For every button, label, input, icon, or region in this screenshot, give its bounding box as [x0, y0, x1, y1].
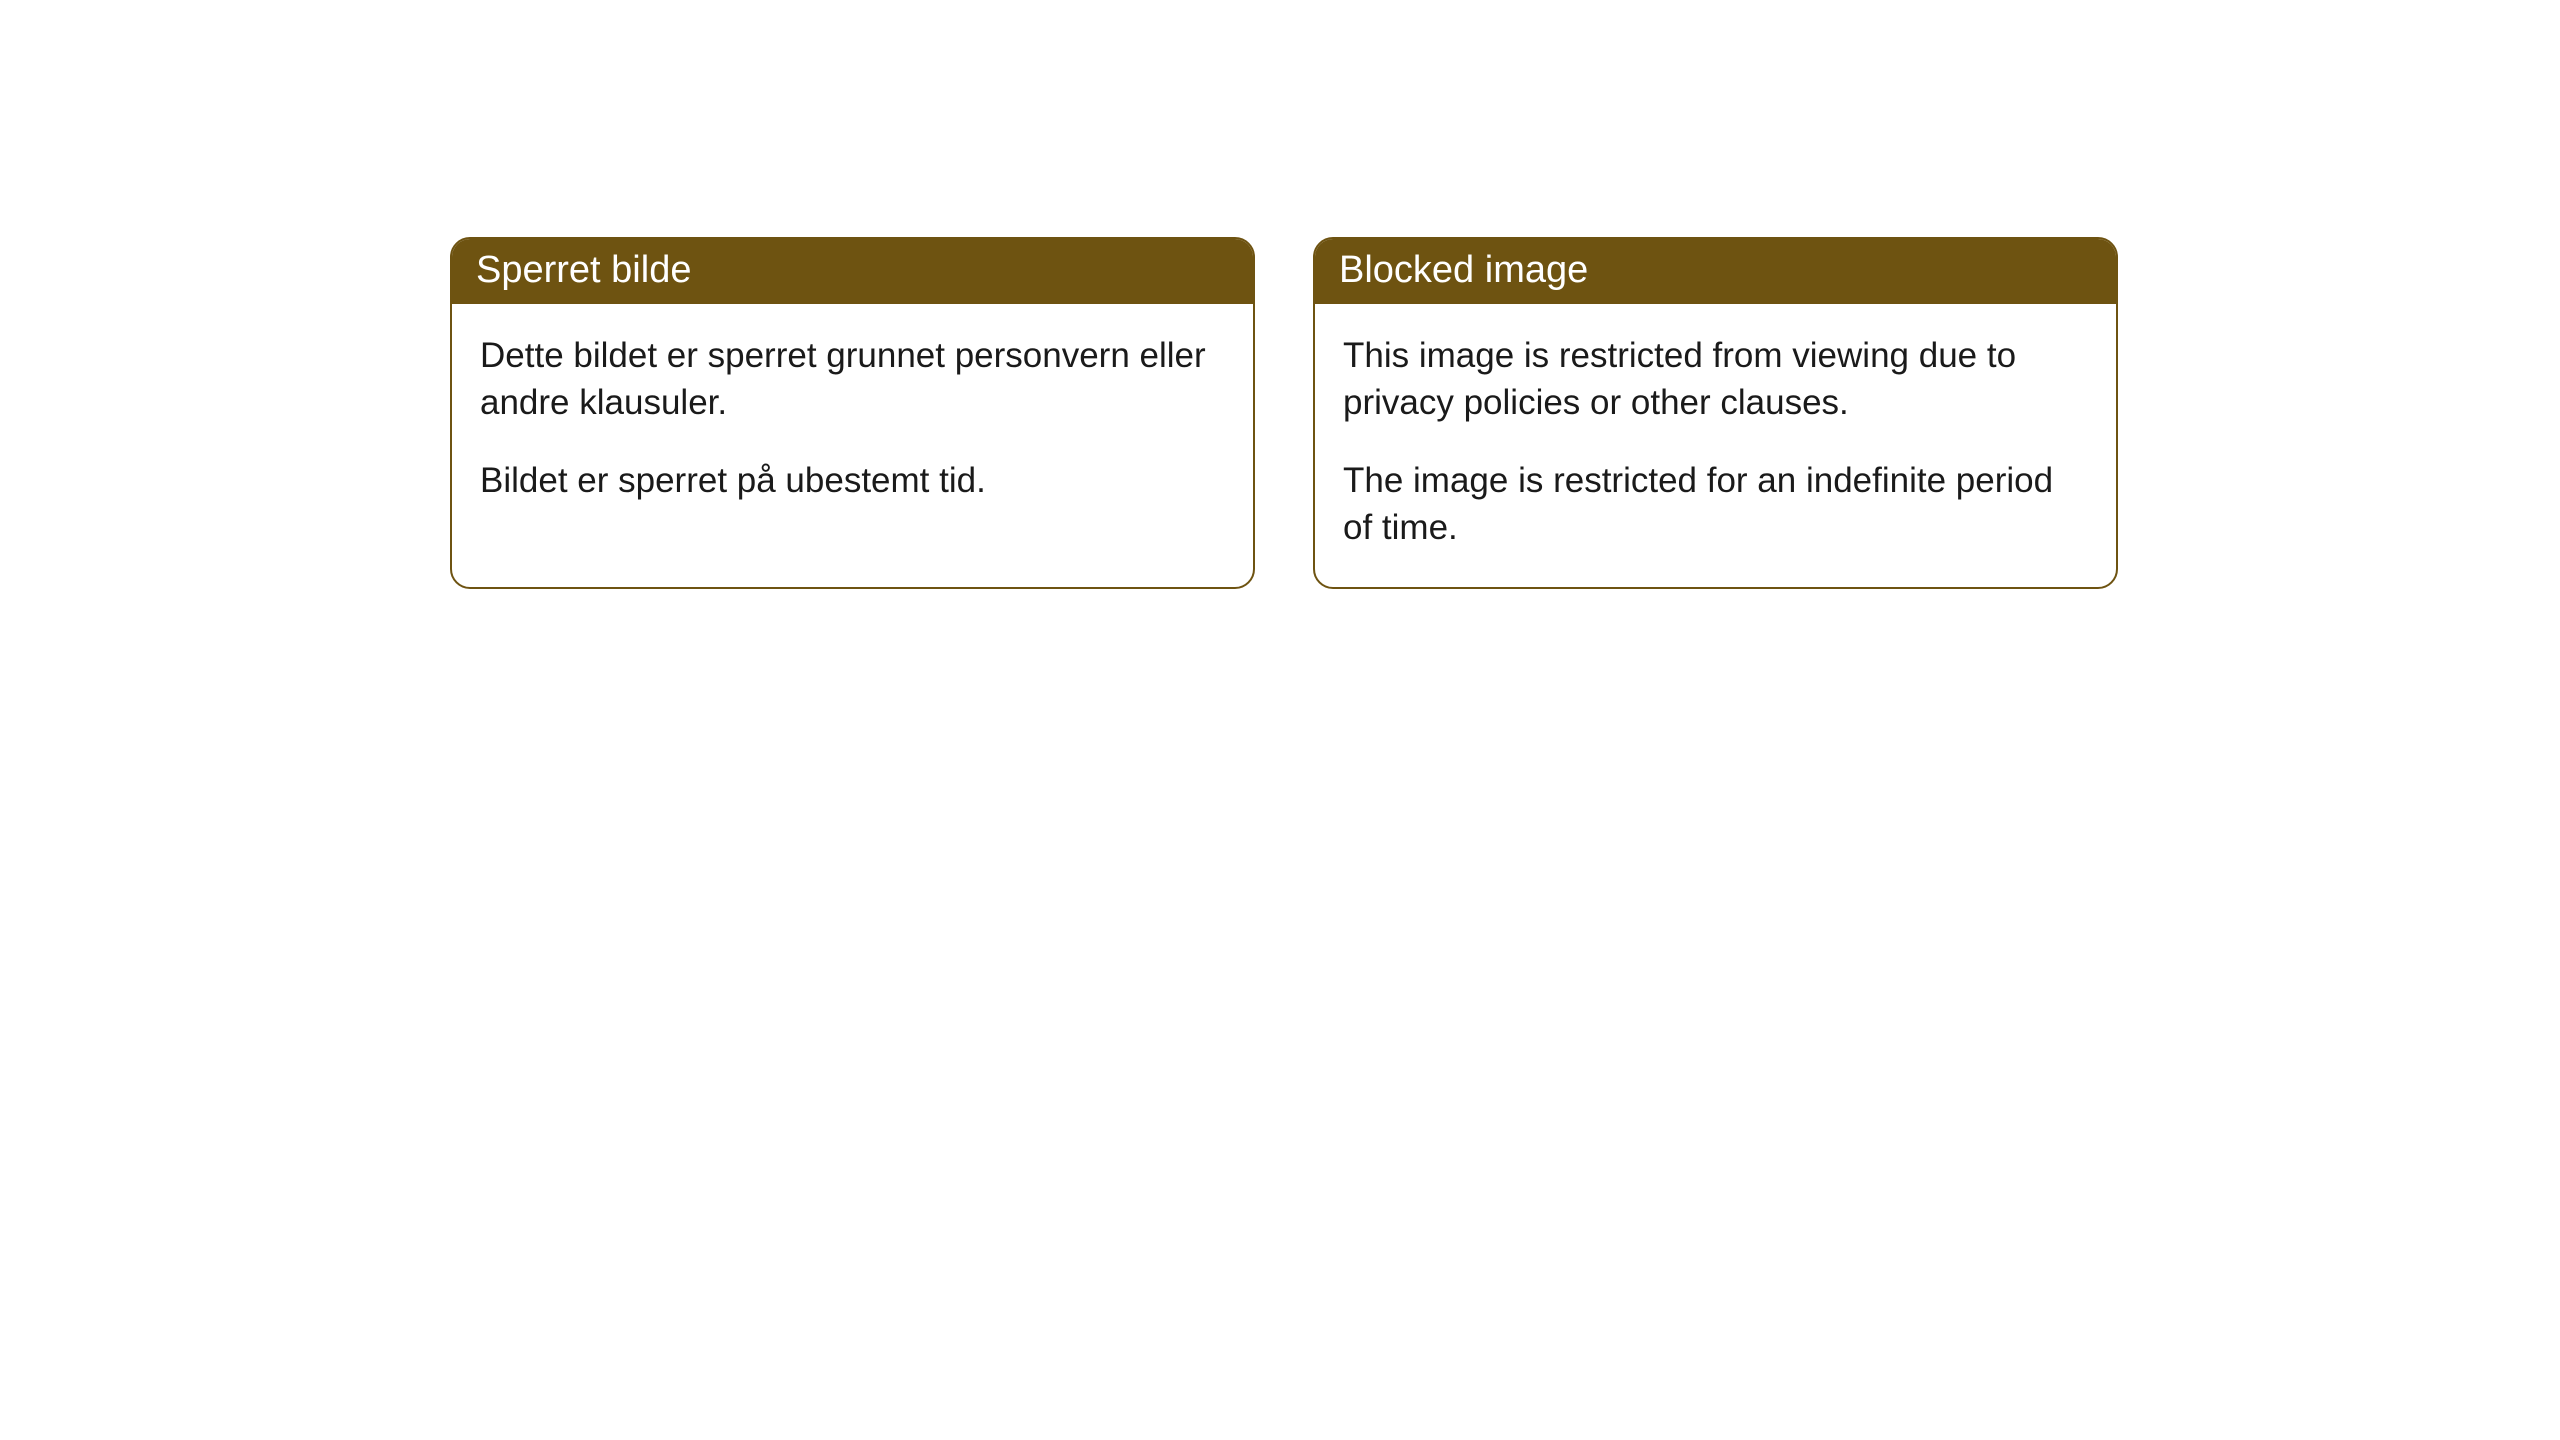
norwegian-card-body: Dette bildet er sperret grunnet personve…: [452, 304, 1253, 540]
notice-container: Sperret bilde Dette bildet er sperret gr…: [450, 237, 2118, 589]
english-card-body: This image is restricted from viewing du…: [1315, 304, 2116, 587]
norwegian-para-1: Dette bildet er sperret grunnet personve…: [480, 332, 1225, 427]
norwegian-card-title: Sperret bilde: [452, 239, 1253, 304]
norwegian-notice-card: Sperret bilde Dette bildet er sperret gr…: [450, 237, 1255, 589]
english-notice-card: Blocked image This image is restricted f…: [1313, 237, 2118, 589]
english-para-1: This image is restricted from viewing du…: [1343, 332, 2088, 427]
english-card-title: Blocked image: [1315, 239, 2116, 304]
norwegian-para-2: Bildet er sperret på ubestemt tid.: [480, 457, 1225, 504]
english-para-2: The image is restricted for an indefinit…: [1343, 457, 2088, 552]
